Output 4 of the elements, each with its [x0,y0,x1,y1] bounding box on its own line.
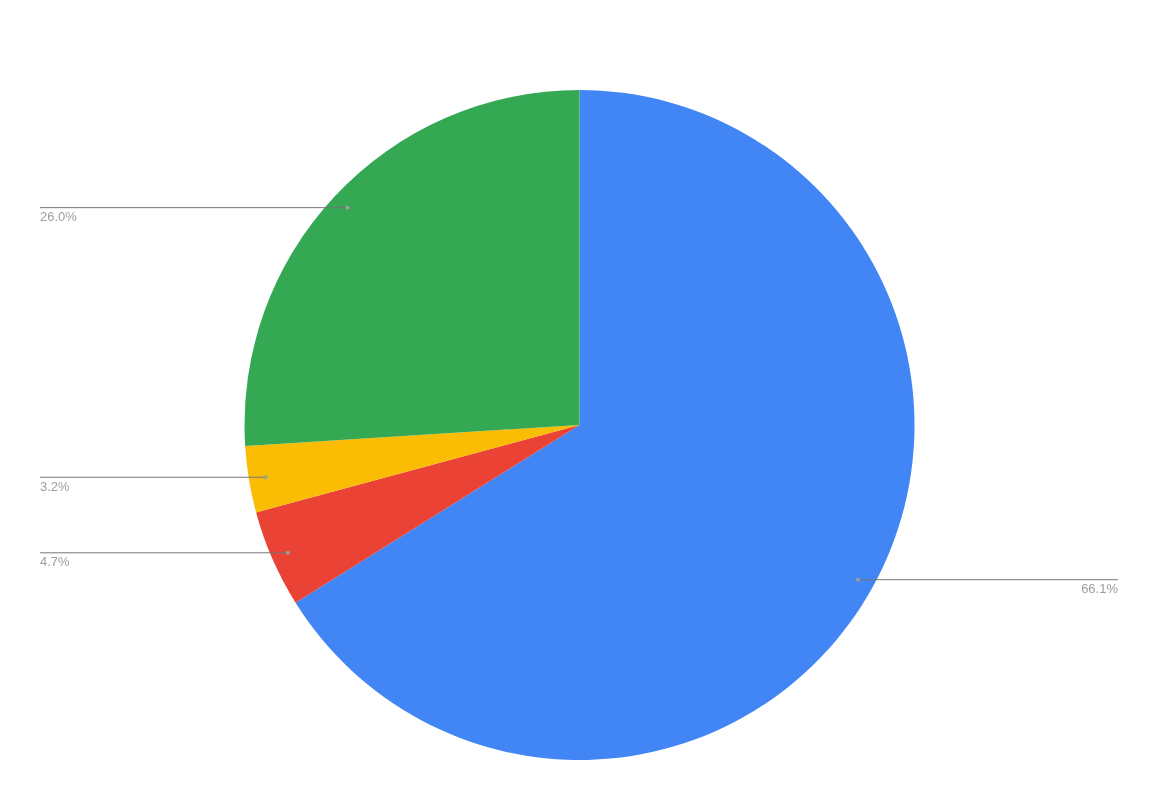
data-label: 3.2% [40,478,71,494]
data-label: 26.0% [40,209,78,225]
data-label: 4.7% [40,554,71,570]
data-label: 66.1% [1081,581,1119,597]
